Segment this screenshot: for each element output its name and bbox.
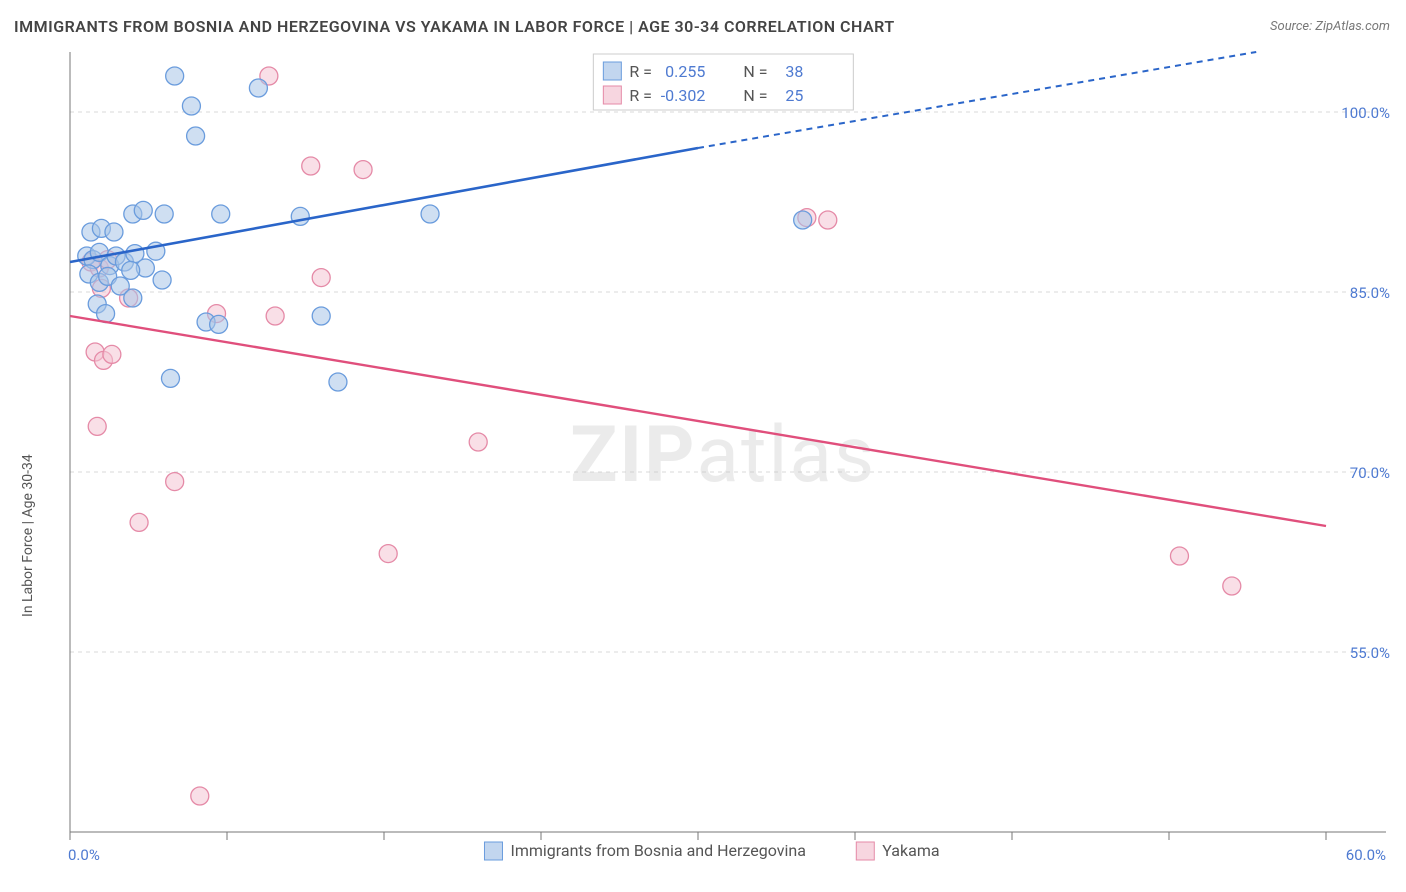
svg-text:0.255: 0.255 [665, 62, 705, 81]
svg-text:85.0%: 85.0% [1350, 284, 1390, 302]
svg-text:55.0%: 55.0% [1350, 644, 1390, 662]
svg-text:R =: R = [629, 62, 652, 81]
svg-text:Immigrants from Bosnia and Her: Immigrants from Bosnia and Herzegovina [510, 841, 805, 860]
chart-title: IMMIGRANTS FROM BOSNIA AND HERZEGOVINA V… [14, 17, 895, 36]
chart-container: ZIPatlas 0.0% 60.0% 55.0% 70.0% 85.0% 100.0% In… [10, 44, 1396, 882]
source-label: Source: ZipAtlas.com [1270, 19, 1390, 34]
svg-text:ZIPatlas: ZIPatlas [570, 410, 876, 501]
svg-text:0.0%: 0.0% [68, 846, 100, 864]
svg-text:R =: R = [629, 86, 652, 105]
header-bar: IMMIGRANTS FROM BOSNIA AND HERZEGOVINA V… [0, 0, 1406, 44]
svg-text:25: 25 [785, 86, 803, 105]
svg-text:N =: N = [743, 86, 767, 105]
scatter-chart: ZIPatlas 0.0% 60.0% 55.0% 70.0% 85.0% 100.0% In… [10, 44, 1396, 882]
svg-text:-0.302: -0.302 [661, 86, 706, 105]
svg-text:Yakama: Yakama [882, 841, 939, 860]
svg-text:60.0%: 60.0% [1346, 846, 1386, 864]
svg-text:38: 38 [785, 62, 803, 81]
svg-text:N =: N = [743, 62, 767, 81]
svg-text:100.0%: 100.0% [1341, 104, 1390, 122]
svg-text:In Labor Force | Age 30-34: In Labor Force | Age 30-34 [20, 454, 36, 617]
svg-text:70.0%: 70.0% [1350, 464, 1390, 482]
